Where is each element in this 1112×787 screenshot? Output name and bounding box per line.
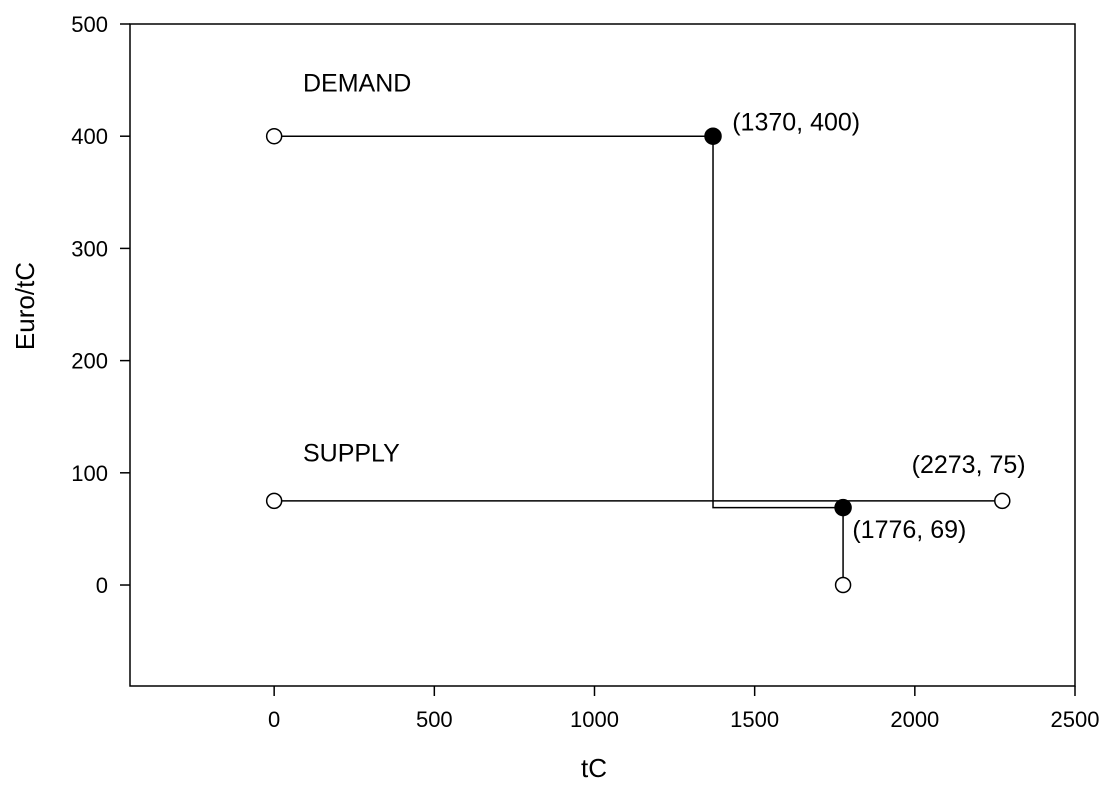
data-markers — [265, 127, 1011, 594]
x-tick-label: 2500 — [1051, 707, 1100, 732]
open-point-marker — [265, 492, 283, 510]
open-point-marker — [834, 576, 852, 594]
x-axis-title: tC — [581, 753, 607, 783]
annotation-label: (2273, 75) — [912, 451, 1026, 479]
annotations: DEMAND (1370, 400) SUPPLY (2273, 75) (1776, … — [303, 69, 1026, 544]
open-point-marker — [994, 492, 1011, 510]
plot-area-border — [129, 23, 1076, 687]
filled-point-marker — [834, 498, 852, 517]
filled-point-marker — [704, 127, 722, 145]
y-tick-label: 0 — [96, 573, 108, 598]
y-tick-label: 400 — [71, 124, 108, 149]
annotation-label: SUPPLY — [303, 440, 400, 468]
x-axis: 0 500 1000 1500 2000 2500 — [268, 686, 1099, 732]
open-point-marker — [265, 127, 283, 145]
annotation-label: (1776, 69) — [852, 516, 966, 544]
x-tick-label: 0 — [268, 707, 280, 732]
x-tick-label: 1000 — [570, 707, 619, 732]
x-tick-label: 2000 — [890, 707, 939, 732]
x-tick-label: 1500 — [730, 707, 779, 732]
series-lines — [274, 135, 1003, 586]
y-tick-label: 100 — [71, 461, 108, 486]
y-tick-label: 300 — [71, 236, 108, 261]
y-tick-label: 500 — [71, 12, 108, 37]
y-tick-label: 200 — [71, 349, 108, 374]
annotation-label: (1370, 400) — [732, 109, 860, 137]
y-axis: 0 100 200 300 400 500 — [71, 12, 130, 598]
annotation-label: DEMAND — [303, 69, 411, 97]
y-axis-title: Euro/tC — [10, 262, 40, 350]
series-line-demand — [274, 135, 844, 586]
x-tick-label: 500 — [416, 707, 453, 732]
plot-frame — [129, 23, 1076, 687]
